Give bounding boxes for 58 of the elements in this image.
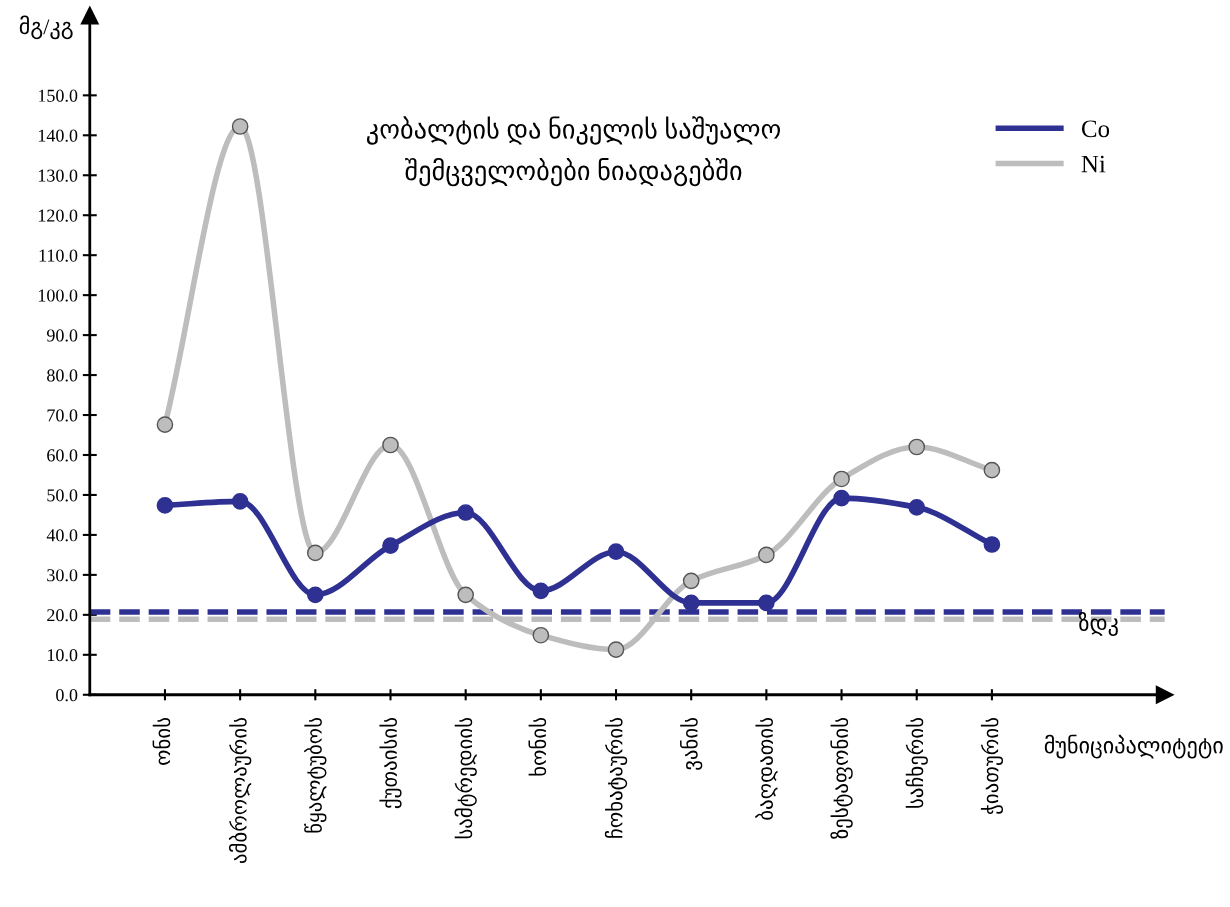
x-tick-label: ზესტაფონის bbox=[830, 718, 853, 839]
point bbox=[306, 586, 324, 604]
point bbox=[457, 586, 475, 604]
point bbox=[833, 470, 850, 488]
x-axis-title: მუნიციპალიტეტი bbox=[1044, 734, 1223, 759]
point bbox=[156, 416, 174, 433]
point bbox=[682, 594, 700, 612]
legend-label: Co bbox=[1081, 120, 1110, 138]
y-tick-label: 10.0 bbox=[47, 649, 78, 662]
x-tick-label: ქუთაისის bbox=[379, 718, 402, 809]
y-tick-label: 110.0 bbox=[39, 249, 78, 262]
y-tick-label: 150.0 bbox=[38, 89, 78, 102]
y-axis-title: მგ/კგ bbox=[19, 15, 73, 40]
x-tick-label: საჩხერის bbox=[905, 718, 928, 808]
point bbox=[607, 543, 625, 561]
point bbox=[758, 594, 775, 612]
point bbox=[983, 461, 1001, 479]
y-tick-label: 80.0 bbox=[47, 369, 78, 382]
ref-line-label: ზდკ bbox=[1078, 612, 1118, 636]
point bbox=[607, 641, 625, 658]
point bbox=[908, 438, 926, 456]
y-tick-label: 50.0 bbox=[47, 489, 78, 502]
x-tick-label: ჭიათურის bbox=[980, 718, 1004, 814]
x-tick-label: ჩოხატაურის bbox=[604, 718, 628, 838]
point bbox=[382, 537, 399, 555]
y-tick-label: 120.0 bbox=[38, 209, 78, 222]
x-tick-label: ბაღდათის bbox=[755, 718, 778, 820]
x-tick-label: სამტრედიის bbox=[454, 718, 477, 839]
y-tick-label: 70.0 bbox=[47, 409, 78, 422]
point bbox=[457, 504, 475, 521]
point bbox=[532, 626, 550, 644]
point bbox=[682, 572, 700, 590]
point bbox=[532, 582, 550, 600]
x-tick-label: ვანის bbox=[680, 718, 703, 770]
point bbox=[231, 493, 249, 510]
point bbox=[758, 546, 775, 564]
y-tick-label: 60.0 bbox=[47, 449, 78, 462]
text: კობალტის და ნიკელის საშუალო შემცველობები ნიადაგებში bbox=[366, 116, 781, 187]
x-tick-label: წყალტუბოს bbox=[304, 718, 327, 833]
y-tick-label: 140.0 bbox=[38, 129, 78, 142]
legend-label: Ni bbox=[1081, 155, 1106, 173]
y-tick-label: 20.0 bbox=[47, 609, 78, 622]
point bbox=[382, 436, 399, 454]
y-tick-label: 30.0 bbox=[47, 569, 78, 582]
point bbox=[908, 499, 926, 516]
y-tick-label: 40.0 bbox=[46, 529, 78, 542]
x-tick-label: ონის bbox=[152, 718, 171, 765]
y-tick-label: 130.0 bbox=[38, 169, 78, 182]
y-tick-label: 100.0 bbox=[38, 289, 78, 302]
y-tick-label: 90.0 bbox=[46, 329, 78, 342]
point bbox=[231, 118, 249, 135]
point bbox=[833, 489, 850, 507]
point bbox=[156, 497, 174, 514]
point bbox=[306, 544, 324, 562]
point bbox=[983, 536, 1001, 553]
x-tick-label: ხონის bbox=[528, 718, 547, 776]
y-tick-label: 0.0 bbox=[56, 689, 78, 702]
x-tick-label: ამბროლაურის bbox=[228, 718, 252, 864]
